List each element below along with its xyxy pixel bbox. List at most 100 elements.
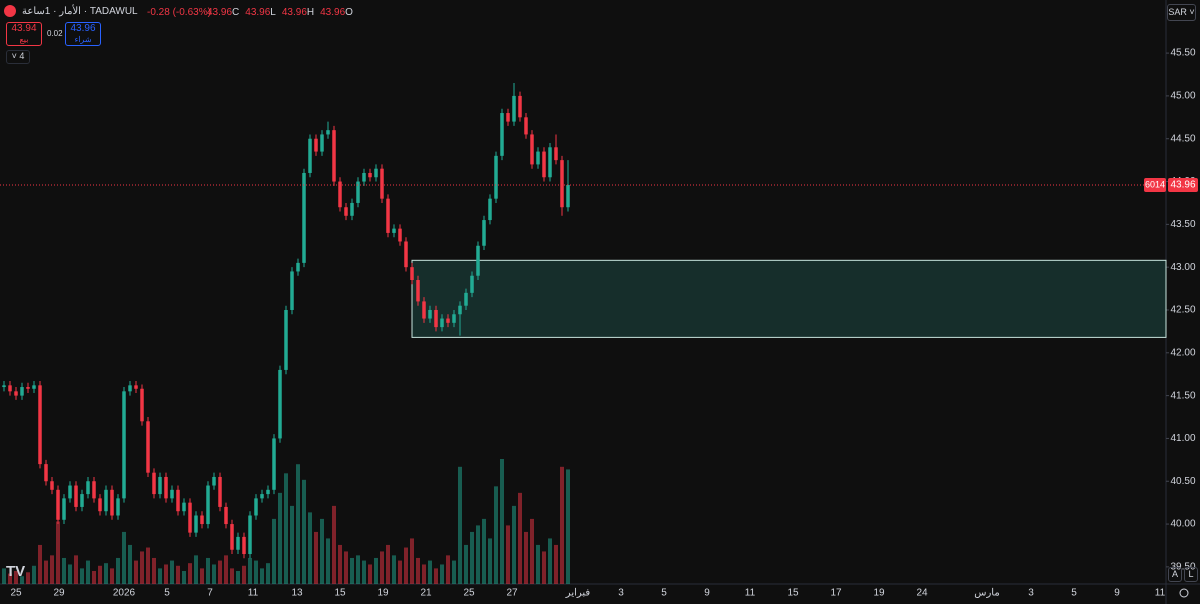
volume-bar — [254, 560, 258, 584]
candle-body — [512, 95, 516, 122]
volume-bar — [134, 560, 138, 584]
candle-body — [206, 485, 210, 525]
ohlc-value: 43.96 — [320, 7, 346, 18]
candle-body — [212, 476, 216, 486]
candle-body — [164, 476, 168, 499]
volume-bar — [86, 560, 90, 584]
candle-body — [74, 485, 78, 507]
volume-bar — [26, 572, 30, 584]
indicators-toggle[interactable]: ˅ 4 — [6, 50, 30, 64]
y-tick-label: 40.50 — [1170, 476, 1195, 487]
candle-body — [458, 305, 462, 315]
ohlc-value: 43.96 — [207, 7, 233, 18]
candle-body — [14, 391, 18, 396]
symbol-logo — [4, 5, 16, 17]
x-tick-label: 13 — [291, 588, 303, 599]
candle-body — [434, 309, 438, 328]
volume-bar — [92, 570, 96, 584]
buy-button[interactable]: 43.96 شراء — [65, 22, 101, 46]
candle-body — [26, 387, 30, 389]
candle-body — [320, 134, 324, 152]
volume-bar — [476, 525, 480, 584]
y-tick-label: 44.50 — [1170, 133, 1195, 144]
candle-body — [368, 172, 372, 178]
log-scale-button[interactable]: L — [1184, 567, 1198, 582]
x-tick-label: 9 — [1114, 588, 1120, 599]
candle-body — [188, 502, 192, 533]
auto-scale-button[interactable]: A — [1168, 567, 1182, 582]
y-tick-label: 45.00 — [1170, 91, 1195, 102]
volume-bar — [416, 557, 420, 584]
x-tick-label: 27 — [506, 588, 518, 599]
volume-bar — [344, 551, 348, 584]
candle-body — [518, 95, 522, 118]
buy-label: شراء — [74, 35, 92, 44]
x-tick-label: 2026 — [113, 588, 136, 599]
x-tick-label: 19 — [377, 588, 389, 599]
volume-bar — [14, 570, 18, 584]
candle-body — [116, 498, 120, 516]
candle-body — [98, 498, 102, 512]
candle-body — [314, 138, 318, 152]
volume-bar — [266, 563, 270, 584]
volume-bar — [218, 560, 222, 584]
volume-bar — [470, 531, 474, 584]
x-tick-label: مارس — [974, 588, 999, 599]
currency-button[interactable]: SAR ˅ — [1167, 4, 1196, 21]
candle-body — [308, 138, 312, 173]
candle-body — [476, 245, 480, 276]
settings-icon — [1179, 588, 1189, 598]
x-tick-label: 17 — [830, 588, 842, 599]
candle-body — [296, 262, 300, 272]
candle-body — [8, 385, 12, 392]
x-tick-label: 25 — [463, 588, 475, 599]
volume-bar — [530, 518, 534, 584]
candle-body — [50, 481, 54, 490]
candle-body — [20, 387, 24, 396]
candle-body — [140, 388, 144, 422]
volume-bar — [308, 512, 312, 584]
y-tick-label: 43.00 — [1170, 262, 1195, 273]
volume-bar — [326, 538, 330, 584]
x-tick-label: 3 — [618, 588, 624, 599]
y-tick-label: 45.50 — [1170, 48, 1195, 59]
volume-bar — [176, 565, 180, 584]
ohlc-letter: O — [345, 7, 353, 18]
candle-body — [326, 130, 330, 135]
volume-bar — [320, 518, 324, 584]
y-tick-label: 40.00 — [1170, 519, 1195, 530]
volume-bar — [200, 568, 204, 584]
symbol-title[interactable]: الأمار · 1ساعة · TADAWUL — [22, 6, 138, 17]
candle-body — [68, 485, 72, 499]
y-tick-label: 39.50 — [1170, 562, 1195, 573]
volume-bar — [422, 564, 426, 584]
candle-body — [446, 318, 450, 323]
volume-bar — [494, 486, 498, 584]
volume-bar — [542, 551, 546, 584]
volume-bar — [506, 525, 510, 584]
candle-body — [110, 489, 114, 516]
indicators-count: 4 — [19, 51, 25, 61]
candle-body — [422, 301, 426, 319]
sell-button[interactable]: 43.94 بيع — [6, 22, 42, 46]
volume-bar — [116, 557, 120, 584]
volume-bar — [440, 564, 444, 584]
volume-bar — [140, 551, 144, 584]
candle-body — [440, 318, 444, 328]
volume-bar — [2, 568, 6, 584]
zone-rectangle — [411, 259, 1167, 338]
volume-bar — [524, 531, 528, 584]
candle-body — [44, 464, 48, 482]
volume-bar — [74, 555, 78, 584]
candle-body — [350, 202, 354, 216]
candle-body — [248, 515, 252, 555]
candle-body — [362, 172, 366, 182]
volume-bar — [374, 557, 378, 584]
candle-body — [128, 385, 132, 392]
x-tick-label: 9 — [704, 588, 710, 599]
volume-bar — [560, 466, 564, 584]
volume-bar — [290, 505, 294, 584]
volume-bar — [410, 538, 414, 584]
